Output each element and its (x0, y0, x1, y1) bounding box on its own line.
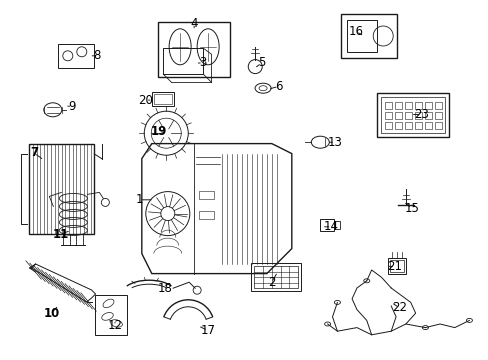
Bar (405, 112, 411, 119)
Text: 12: 12 (107, 319, 122, 332)
Text: 8: 8 (93, 49, 101, 62)
Text: 9: 9 (68, 100, 76, 113)
Bar (199, 190, 213, 199)
Text: 2: 2 (267, 276, 275, 289)
Bar (346, 20, 376, 52)
Bar (251, 263, 301, 291)
Bar (341, 14, 396, 58)
Bar (320, 219, 334, 231)
Text: 15: 15 (404, 202, 418, 215)
Bar (414, 112, 421, 119)
Bar (425, 102, 431, 109)
Text: 18: 18 (158, 282, 172, 294)
Text: 7: 7 (30, 147, 38, 159)
Bar (434, 122, 441, 129)
Bar (414, 122, 421, 129)
Bar (405, 102, 411, 109)
Bar (385, 122, 391, 129)
Bar (163, 48, 203, 74)
Text: 6: 6 (274, 80, 282, 93)
Bar (376, 93, 448, 137)
Bar (385, 112, 391, 119)
Bar (394, 112, 402, 119)
Bar (425, 112, 431, 119)
Bar (405, 122, 411, 129)
Text: 23: 23 (413, 108, 428, 121)
Bar (254, 266, 298, 288)
Text: 20: 20 (138, 94, 153, 107)
Bar (58, 44, 94, 68)
Text: 1: 1 (135, 193, 143, 206)
Bar (95, 296, 127, 336)
Text: 3: 3 (199, 57, 206, 69)
Bar (434, 112, 441, 119)
Text: 22: 22 (391, 301, 406, 314)
Text: 5: 5 (257, 57, 265, 69)
Bar (199, 211, 213, 219)
Text: 17: 17 (200, 324, 215, 337)
Bar (434, 102, 441, 109)
Bar (389, 260, 403, 273)
Bar (387, 258, 405, 274)
Bar (394, 102, 402, 109)
Bar (151, 92, 173, 106)
Bar (334, 221, 340, 229)
Bar (381, 97, 444, 133)
Text: 13: 13 (327, 136, 342, 149)
Text: 10: 10 (43, 307, 60, 320)
Text: 14: 14 (324, 220, 338, 233)
Text: 11: 11 (53, 228, 69, 240)
Bar (158, 22, 230, 77)
Bar (385, 102, 391, 109)
Text: 4: 4 (190, 17, 198, 30)
Bar (414, 102, 421, 109)
Text: 21: 21 (387, 260, 402, 273)
Bar (394, 122, 402, 129)
Text: 19: 19 (150, 125, 167, 138)
Text: 16: 16 (348, 25, 363, 38)
Bar (153, 94, 171, 104)
Bar (29, 144, 94, 234)
Bar (425, 122, 431, 129)
